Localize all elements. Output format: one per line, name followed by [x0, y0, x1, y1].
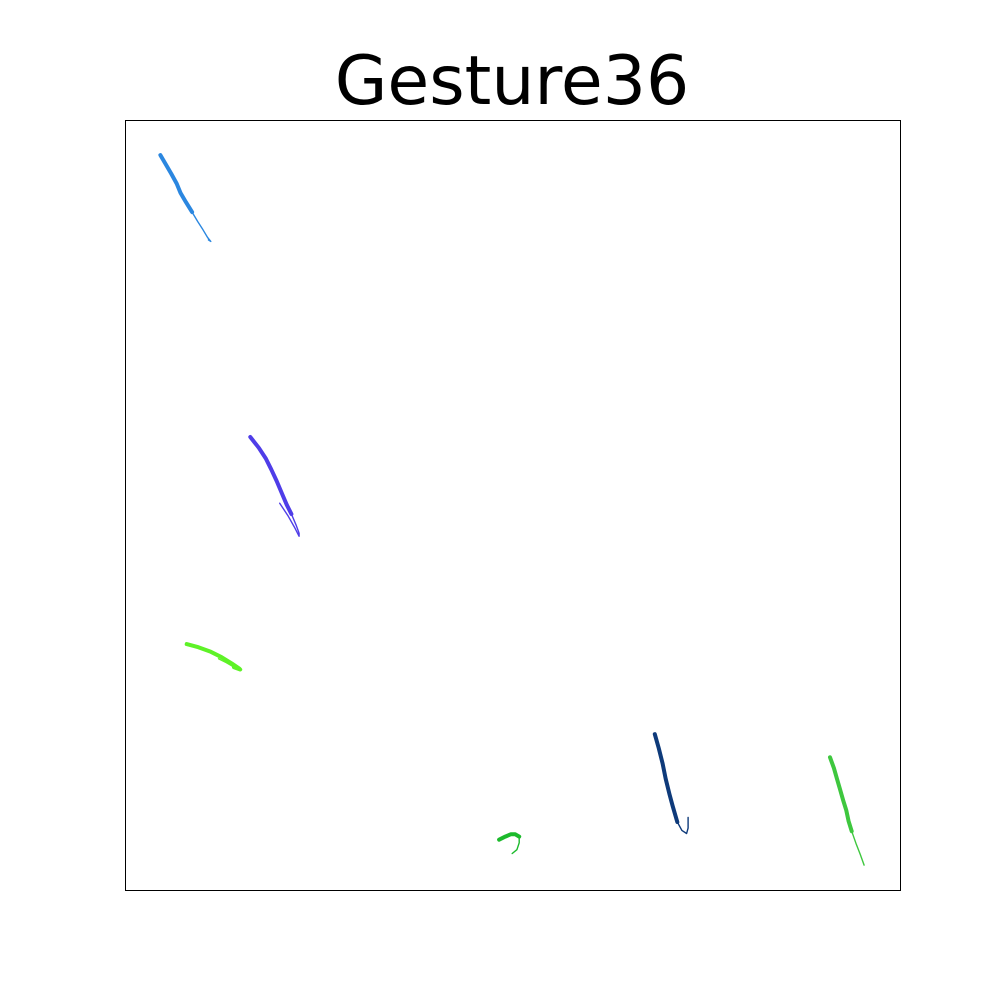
plot-frame [125, 120, 901, 891]
gesture-stroke-6-head [828, 755, 854, 834]
gesture-stroke-4-head [497, 832, 522, 842]
gesture-stroke-2-head [248, 435, 294, 516]
gesture-stroke-3-head [184, 642, 243, 672]
gesture-stroke-1-head [158, 153, 195, 215]
gesture-stroke-6 [828, 755, 865, 866]
gesture-stroke-5-head [652, 732, 680, 824]
gesture-stroke-2 [248, 435, 300, 537]
gesture-stroke-1-tail [191, 211, 212, 243]
gesture-stroke-3-tail [217, 658, 235, 668]
gesture-stroke-1 [158, 153, 212, 243]
gesture-stroke-5-tail [676, 816, 689, 835]
gesture-stroke-4-tail [511, 835, 520, 855]
gesture-stroke-2-tail [279, 502, 300, 537]
gesture-stroke-3 [184, 642, 243, 672]
gesture-stroke-6-tail [851, 830, 865, 866]
gesture-stroke-5 [652, 732, 689, 835]
series-layer [158, 153, 865, 866]
chart-title: Gesture36 [334, 42, 690, 121]
gesture-stroke-4 [497, 832, 522, 855]
